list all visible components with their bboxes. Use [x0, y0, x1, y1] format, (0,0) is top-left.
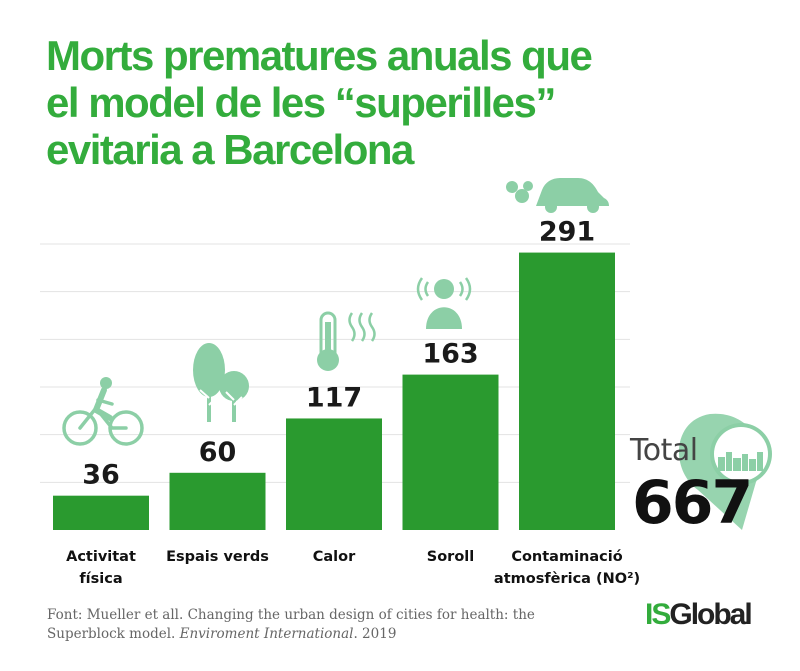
- value-label: 36: [82, 460, 120, 491]
- source-year: . 2019: [353, 626, 397, 642]
- bar: [402, 374, 499, 530]
- source-citation: Font: Mueller et all. Changing the urban…: [47, 606, 607, 644]
- category-label: Activitat física: [66, 549, 136, 587]
- category-label: Soroll: [427, 549, 474, 565]
- cyclist-icon: [62, 377, 144, 446]
- location-pin-city-icon: [678, 413, 772, 530]
- trees-icon: [193, 343, 249, 422]
- total-label: Total: [630, 433, 698, 468]
- car-exhaust-icon: [506, 178, 609, 213]
- chart-title: Morts prematures anuals que el model de …: [46, 32, 666, 173]
- category-labels: Activitat física Espais verds Calor Soroll Co…: [66, 549, 640, 587]
- title-line: el model de les “superilles”: [46, 79, 556, 126]
- category-icons: [62, 178, 609, 446]
- title-line: evitaria a Barcelona: [46, 126, 414, 173]
- value-labels: 36 60 117 163 291: [82, 217, 595, 491]
- logo-part: IS: [645, 598, 671, 631]
- logo-part: Global: [669, 598, 752, 631]
- title-line: Morts prematures anuals que: [46, 32, 593, 79]
- source-text: Font: Mueller et all. Changing the urban…: [47, 607, 535, 642]
- value-label: 60: [199, 437, 237, 468]
- bar: [519, 252, 615, 530]
- category-label: Espais verds: [166, 549, 269, 565]
- bar: [53, 495, 149, 530]
- value-label: 291: [539, 217, 595, 248]
- category-label: Calor: [313, 549, 356, 565]
- bar: [286, 418, 382, 530]
- bar: [169, 472, 266, 530]
- category-label: Contaminació atmosfèrica (NO²): [494, 549, 640, 587]
- total-value: 667: [632, 468, 753, 538]
- value-label: 163: [422, 339, 478, 370]
- value-label: 117: [306, 382, 362, 413]
- thermometer-icon: [317, 311, 376, 371]
- person-sound-icon: [416, 277, 472, 329]
- bars: [53, 252, 615, 530]
- source-journal: Enviroment International: [179, 626, 354, 642]
- isglobal-logo: ISGlobal: [645, 598, 753, 632]
